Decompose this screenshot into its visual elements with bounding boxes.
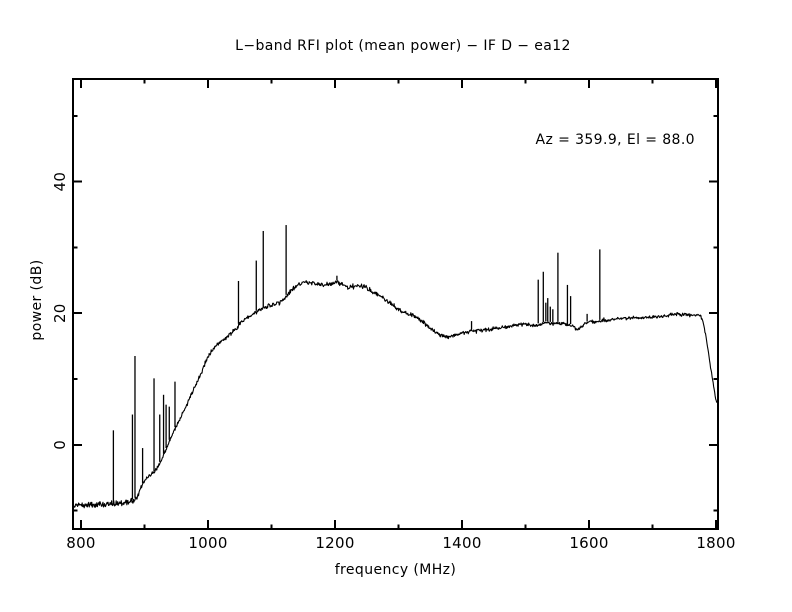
y-tick-label: 40 <box>51 172 69 192</box>
x-tick-label: 1800 <box>696 534 735 552</box>
x-tick-label: 1000 <box>188 534 227 552</box>
spectrum-trace <box>72 280 718 509</box>
x-axis-label: frequency (MHz) <box>334 562 457 578</box>
pointing-annotation: Az = 359.9, El = 88.0 <box>535 132 695 148</box>
x-tick-label: 1200 <box>315 534 354 552</box>
y-tick-label: 20 <box>51 303 69 323</box>
x-tick-label: 800 <box>66 534 96 552</box>
y-axis-label: power (dB) <box>29 259 45 341</box>
plot-frame <box>72 78 719 530</box>
y-tick-label: 0 <box>51 440 69 450</box>
x-tick-label: 1600 <box>569 534 608 552</box>
plot-title: L−band RFI plot (mean power) − IF D − ea… <box>235 38 571 54</box>
x-tick-label: 1400 <box>442 534 481 552</box>
